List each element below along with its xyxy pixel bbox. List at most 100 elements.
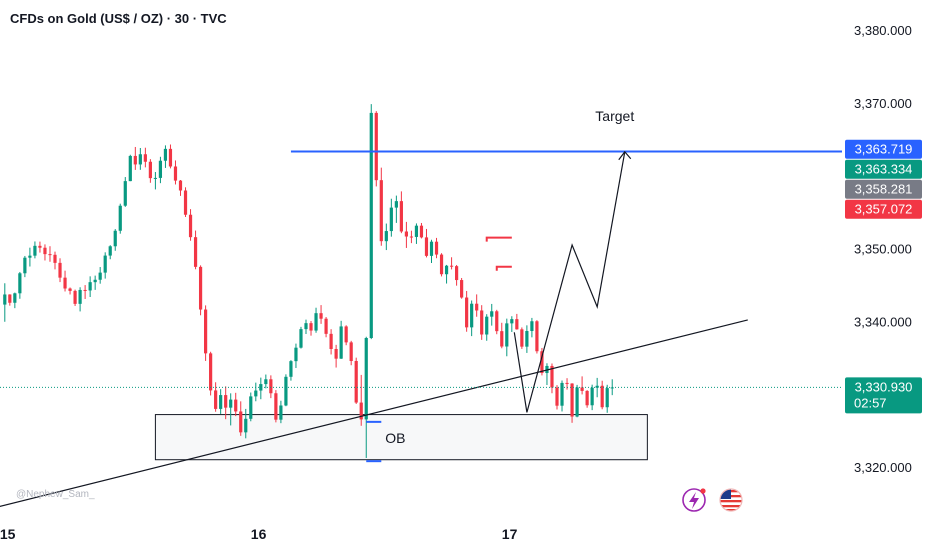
candle-body [153, 177, 157, 179]
candle-body [455, 266, 459, 281]
candle-body [409, 236, 414, 238]
price-tag [845, 179, 922, 199]
candle-body [334, 348, 338, 359]
red-marker-lower [495, 265, 512, 271]
candle-body [254, 390, 258, 397]
candle-body [444, 265, 449, 275]
target-label: Target [595, 108, 634, 124]
candle-body [128, 155, 132, 182]
us-flag-icon[interactable] [719, 488, 743, 512]
candle-body [143, 154, 147, 162]
price-axis[interactable]: 3,380.000 3,370.000 3,350.000 3,340.000 3,32… [854, 23, 912, 475]
candle-body [550, 365, 554, 388]
candle-body [83, 289, 87, 291]
price-tick-label: 3,370.000 [854, 96, 912, 111]
candle-body [309, 323, 313, 331]
candle-body [193, 237, 198, 267]
candle-body [389, 207, 393, 232]
candle-body [163, 148, 168, 161]
candle-body [525, 331, 529, 347]
candle-body [68, 288, 72, 291]
projection-path [513, 151, 626, 413]
price-tags: 3,363.719 3,363.334 3,358.281 3,357.072 3,33… [845, 139, 922, 414]
candle-body [515, 319, 519, 330]
candle-body [364, 337, 368, 420]
candle-body [575, 387, 579, 417]
price-tick-label: 3,340.000 [854, 314, 912, 329]
candle-body [595, 385, 599, 388]
candle-body [234, 399, 238, 412]
candle-body [434, 241, 439, 255]
candle-body [13, 293, 17, 303]
candle-body [3, 294, 7, 305]
time-tick-label: 16 [251, 526, 267, 542]
candle-body [229, 399, 233, 408]
candle-body [204, 309, 208, 354]
candle-body [239, 411, 243, 433]
candle-body [18, 273, 22, 294]
candle-body [555, 387, 559, 406]
candle-body [505, 323, 509, 347]
candle-body [490, 311, 494, 317]
flash-icon[interactable] [682, 488, 706, 512]
candle-body [158, 160, 163, 178]
candle-body [600, 385, 604, 408]
candle-body [510, 319, 514, 324]
candle-body [349, 342, 353, 362]
candle-body [500, 331, 504, 347]
candle-body [58, 262, 62, 278]
candle-body [63, 277, 67, 289]
candles [3, 104, 614, 458]
candle-body [540, 351, 544, 374]
price-tag [845, 199, 922, 219]
candle-body [414, 225, 419, 237]
chart-title: CFDs on Gold (US$ / OZ) · 30 · TVC [10, 11, 227, 26]
candle-body [530, 321, 534, 332]
price-tag [845, 139, 922, 159]
ob-label: OB [385, 430, 405, 446]
candle-body [103, 255, 107, 273]
candle-body [354, 361, 358, 403]
candle-body [439, 254, 444, 275]
candle-body [249, 396, 253, 419]
candle-body [269, 379, 273, 394]
projection-arrowhead [618, 150, 632, 161]
candle-body [264, 379, 268, 385]
candle-body [178, 180, 183, 191]
candle-body [123, 181, 127, 206]
time-axis[interactable]: 15 16 17 [0, 526, 518, 542]
drawings: Target [0, 108, 842, 507]
price-tick-label: 3,380.000 [854, 23, 912, 38]
candle-body [93, 279, 97, 283]
candle-body [399, 201, 403, 232]
candle-body [148, 161, 152, 179]
candle-body [485, 316, 489, 335]
candle-body [43, 247, 47, 255]
candle-body [344, 326, 348, 343]
candle-body [108, 246, 112, 256]
price-tag-label: 3,357.072 [855, 202, 913, 217]
candle-body [8, 294, 12, 303]
candle-body [480, 310, 484, 335]
candle-body [460, 280, 464, 298]
candle-body [289, 361, 293, 377]
price-tag [845, 159, 922, 179]
candle-body [465, 297, 469, 328]
candle-body [284, 376, 288, 406]
candle-body [329, 333, 333, 349]
candle-body [88, 282, 92, 291]
last-price-tag [845, 377, 922, 414]
candle-body [570, 383, 574, 417]
candle-body [48, 254, 52, 256]
candle-body [359, 402, 363, 420]
candle-body [470, 303, 474, 328]
price-tag-label: 3,358.281 [855, 182, 913, 197]
candle-body [33, 245, 37, 256]
candle-body [319, 313, 323, 319]
candle-body [133, 155, 137, 165]
candle-body [279, 405, 283, 420]
candle-body [198, 266, 203, 310]
red-marker [485, 236, 512, 242]
